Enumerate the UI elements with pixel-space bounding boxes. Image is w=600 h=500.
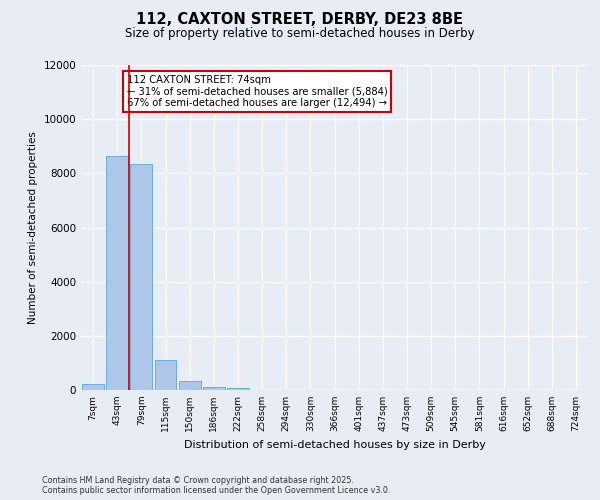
Bar bbox=[82, 384, 104, 390]
X-axis label: Distribution of semi-detached houses by size in Derby: Distribution of semi-detached houses by … bbox=[184, 440, 485, 450]
Text: Contains HM Land Registry data © Crown copyright and database right 2025.
Contai: Contains HM Land Registry data © Crown c… bbox=[42, 476, 391, 495]
Y-axis label: Number of semi-detached properties: Number of semi-detached properties bbox=[28, 131, 38, 324]
Bar bbox=[179, 381, 200, 390]
Bar bbox=[227, 388, 249, 390]
Bar bbox=[155, 360, 176, 390]
Text: 112, CAXTON STREET, DERBY, DE23 8BE: 112, CAXTON STREET, DERBY, DE23 8BE bbox=[137, 12, 464, 28]
Text: Size of property relative to semi-detached houses in Derby: Size of property relative to semi-detach… bbox=[125, 28, 475, 40]
Bar bbox=[130, 164, 152, 390]
Bar bbox=[106, 156, 128, 390]
Text: 112 CAXTON STREET: 74sqm
← 31% of semi-detached houses are smaller (5,884)
67% o: 112 CAXTON STREET: 74sqm ← 31% of semi-d… bbox=[127, 74, 388, 108]
Bar bbox=[203, 387, 224, 390]
